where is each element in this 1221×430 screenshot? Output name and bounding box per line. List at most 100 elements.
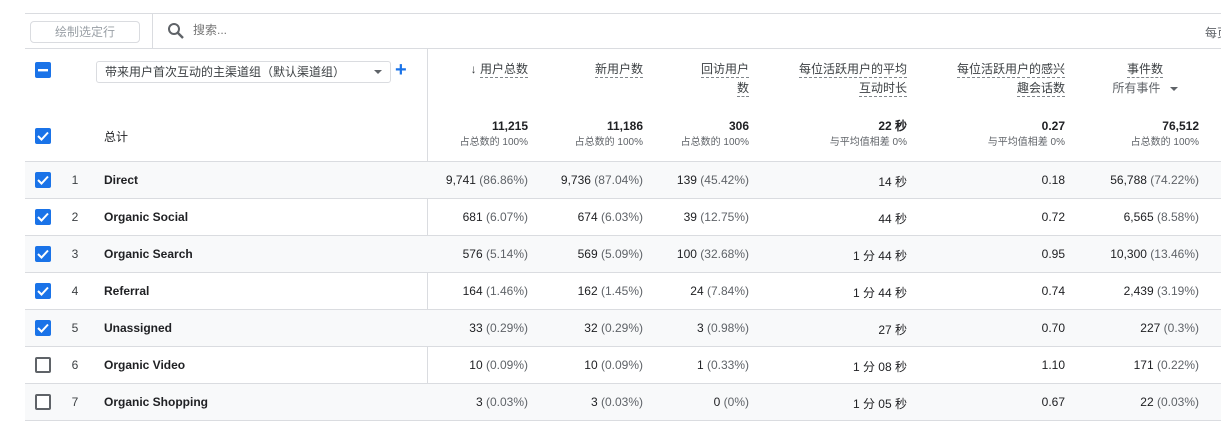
cell-percent: (3.19%) [1156, 284, 1199, 298]
column-label: 用户总数 [479, 62, 528, 78]
cell-value: 10,300 [1110, 247, 1147, 261]
row-channel-name: Direct [104, 173, 139, 187]
cell-value: 3 [590, 395, 598, 409]
row-checkbox[interactable] [35, 394, 51, 410]
row-checkbox[interactable] [35, 246, 51, 262]
total-sub: 占总数的 100% [1130, 137, 1199, 148]
column-divider [427, 49, 428, 420]
cell-users: 10 (0.09%) [430, 358, 528, 372]
cell-ret: 100 (32.68%) [650, 247, 749, 261]
total-checkbox[interactable] [35, 128, 51, 144]
total-sub: 占总数的 100% [574, 137, 643, 148]
cell-value: 674 [577, 210, 598, 224]
column-label: 回访用户 [700, 62, 749, 78]
column-header-total-users[interactable]: ↓ 用户总数 [440, 60, 528, 79]
cell-percent: (0.03%) [485, 395, 528, 409]
cell-time: 1 分 44 秒 [760, 247, 907, 264]
cell-percent: (32.68%) [700, 247, 749, 261]
cell-new: 569 (5.09%) [545, 247, 643, 261]
row-index: 6 [71, 358, 79, 372]
cell-value: 0.72 [1041, 210, 1065, 224]
cell-percent: (1.45%) [600, 284, 643, 298]
column-header-avg-engagement-time[interactable]: 每位活跃用户的平均 互动时长 [770, 60, 907, 98]
cell-value: 6,565 [1123, 210, 1154, 224]
table-row[interactable]: 2 Organic Social 681 (6.07%) 674 (6.03%) 39 … [25, 198, 1221, 235]
column-label: 数 [736, 81, 749, 97]
cell-value: 22 [1140, 395, 1154, 409]
column-header-returning-users[interactable]: 回访用户数 [660, 60, 749, 98]
table-row[interactable]: 4 Referral 164 (1.46%) 162 (1.45%) 24 (7.84%… [25, 272, 1221, 309]
row-channel-name: Organic Social [104, 210, 189, 224]
cell-events: 227 (0.3%) [1080, 321, 1199, 335]
cell-time: 44 秒 [760, 210, 907, 227]
cell-sess: 0.70 [920, 321, 1065, 335]
cell-value: 24 [690, 284, 704, 298]
column-header-event-count[interactable]: 事件数所有事件 [1100, 60, 1190, 98]
sort-desc-icon: ↓ [470, 62, 477, 76]
row-checkbox[interactable] [35, 320, 51, 336]
cell-value: 0.70 [1041, 321, 1065, 335]
column-label: 趣会话数 [1016, 81, 1065, 97]
bottom-divider [25, 420, 1221, 421]
total-label: 总计 [104, 130, 129, 144]
cell-value: 10 [584, 358, 598, 372]
cell-percent: (1.46%) [485, 284, 528, 298]
table-row[interactable]: 5 Unassigned 33 (0.29%) 32 (0.29%) 3 (0.98%)… [25, 309, 1221, 346]
table-row[interactable]: 7 Organic Shopping 3 (0.03%) 3 (0.03%) 0 (0%… [25, 383, 1221, 420]
cell-value: 14 秒 [878, 175, 907, 189]
dimension-select[interactable]: 带来用户首次互动的主渠道组（默认渠道组） [96, 61, 391, 83]
cell-value: 2,439 [1123, 284, 1154, 298]
search-input[interactable] [193, 23, 493, 37]
rows-per-page-label: 每页 [1205, 26, 1221, 40]
cell-users: 164 (1.46%) [430, 284, 528, 298]
cell-value: 3 [696, 321, 704, 335]
cell-value: 9,736 [560, 173, 591, 187]
table-row[interactable]: 1 Direct 9,741 (86.86%) 9,736 (87.04%) 139 (… [25, 161, 1221, 198]
cell-value: 0 [713, 395, 721, 409]
row-checkbox[interactable] [35, 209, 51, 225]
cell-percent: (6.07%) [485, 210, 528, 224]
column-header-new-users[interactable]: 新用户数 [545, 60, 643, 79]
cell-sess: 1.10 [920, 358, 1065, 372]
cell-percent: (5.09%) [600, 247, 643, 261]
plot-rows-button[interactable]: 绘制选定行 [30, 21, 140, 43]
cell-value: 10 [469, 358, 483, 372]
row-checkbox[interactable] [35, 283, 51, 299]
column-header-engaged-sessions[interactable]: 每位活跃用户的感兴 趣会话数 [930, 60, 1065, 98]
cell-value: 227 [1140, 321, 1161, 335]
cell-events: 56,788 (74.22%) [1080, 173, 1199, 187]
row-checkbox[interactable] [35, 357, 51, 373]
column-label: 事件数 [1126, 62, 1163, 78]
cell-time: 1 分 44 秒 [760, 284, 907, 301]
total-sub: 占总数的 100% [680, 137, 749, 148]
cell-ret: 0 (0%) [650, 395, 749, 409]
row-index: 7 [71, 395, 79, 409]
select-all-checkbox[interactable] [35, 62, 51, 78]
row-checkbox[interactable] [35, 172, 51, 188]
dropdown-arrow-icon [374, 70, 382, 74]
search-icon [168, 23, 184, 39]
event-filter-select[interactable]: 所有事件 [1112, 81, 1161, 95]
cell-ret: 39 (12.75%) [650, 210, 749, 224]
cell-value: 39 [683, 210, 697, 224]
cell-users: 3 (0.03%) [430, 395, 528, 409]
dropdown-arrow-icon[interactable] [1169, 86, 1178, 91]
cell-users: 33 (0.29%) [430, 321, 528, 335]
column-label: 每位活跃用户的平均 [798, 62, 907, 78]
cell-events: 2,439 (3.19%) [1080, 284, 1199, 298]
total-value: 11,186 [606, 119, 643, 133]
add-dimension-button[interactable]: + [395, 59, 407, 81]
total-cell: 22 秒与平均值相差 0% [760, 118, 907, 152]
cell-percent: (13.46%) [1150, 247, 1199, 261]
table-row[interactable]: 3 Organic Search 576 (5.14%) 569 (5.09%) 100… [25, 235, 1221, 272]
cell-value: 1 分 44 秒 [852, 249, 907, 263]
cell-percent: (0.22%) [1156, 358, 1199, 372]
cell-value: 576 [462, 247, 483, 261]
cell-users: 681 (6.07%) [430, 210, 528, 224]
cell-events: 6,565 (8.58%) [1080, 210, 1199, 224]
cell-time: 27 秒 [760, 321, 907, 338]
cell-percent: (0.98%) [706, 321, 749, 335]
cell-percent: (0.03%) [1156, 395, 1199, 409]
cell-sess: 0.95 [920, 247, 1065, 261]
table-row[interactable]: 6 Organic Video 10 (0.09%) 10 (0.09%) 1 (0.3… [25, 346, 1221, 383]
